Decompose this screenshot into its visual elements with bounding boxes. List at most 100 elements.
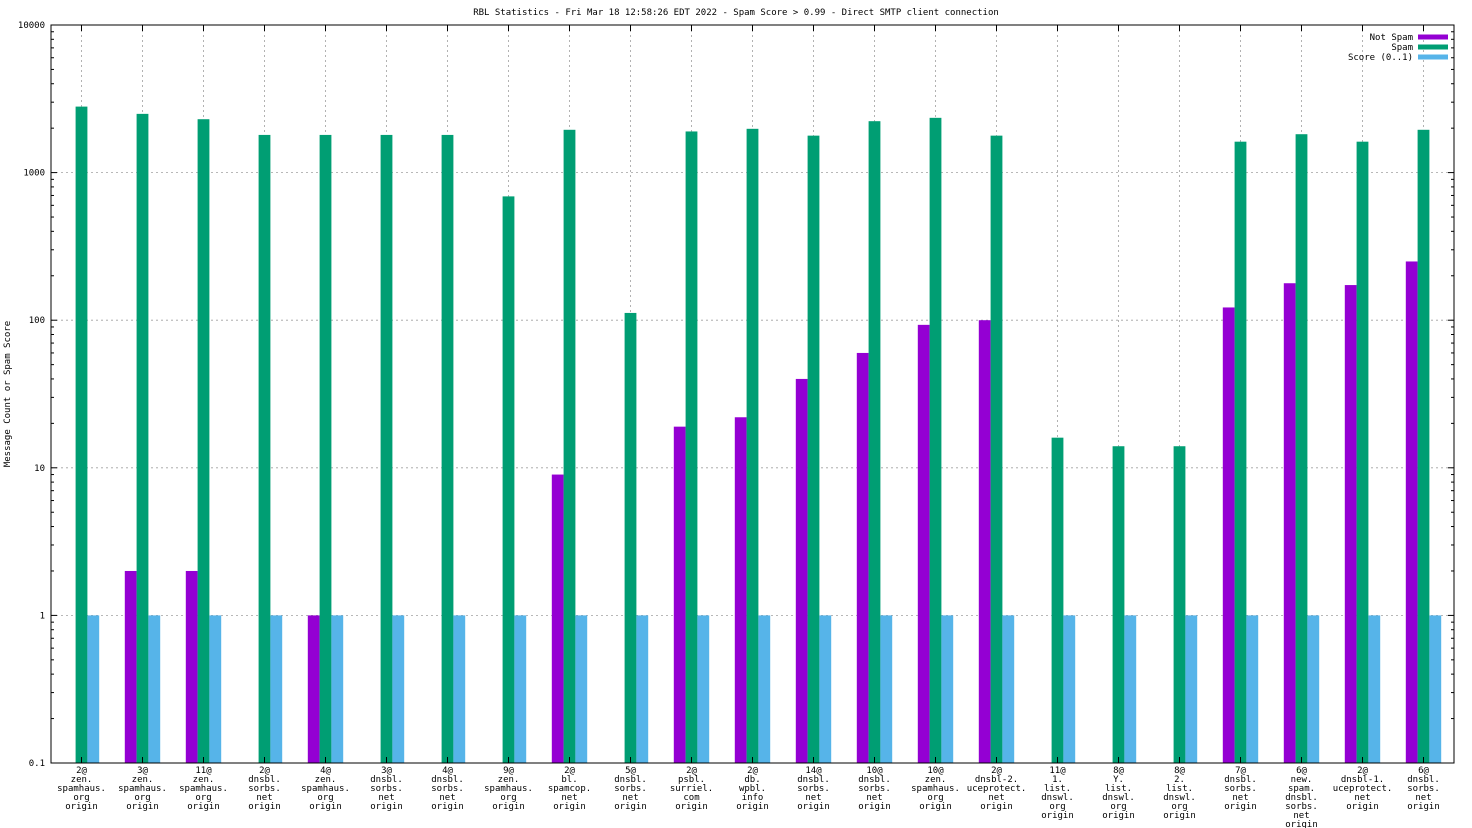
bar-score-0-1	[941, 615, 954, 763]
bar-score-0-1	[636, 615, 649, 763]
bars	[75, 106, 1442, 764]
bar-not-spam	[551, 474, 564, 763]
x-tick-label: 10@ dnsbl. sorbs. net origin	[858, 766, 891, 812]
bar-spam	[868, 121, 881, 764]
bar-not-spam	[917, 324, 930, 763]
legend-label: Score (0..1)	[1348, 53, 1413, 63]
bar-not-spam	[1222, 307, 1235, 763]
bar-spam	[929, 117, 942, 763]
x-tick-label: 6@ dnsbl. sorbs. net origin	[1407, 766, 1440, 812]
bar-spam	[197, 119, 210, 763]
legend-label: Not Spam	[1370, 33, 1413, 43]
bar-spam	[258, 134, 271, 764]
x-tick-label: 2@ psbl. surriel. com origin	[670, 766, 713, 812]
x-tick-label: 2@ dnsbl. sorbs. net origin	[248, 766, 281, 812]
y-tick-label: 100	[29, 316, 45, 326]
bar-spam	[624, 312, 637, 763]
x-tick-label: 3@ zen. spamhaus. org origin	[118, 766, 167, 812]
bar-score-0-1	[209, 615, 222, 763]
bar-not-spam	[734, 417, 747, 763]
bar-not-spam	[1344, 285, 1357, 763]
bar-score-0-1	[1063, 615, 1076, 763]
bar-score-0-1	[87, 615, 100, 763]
bar-spam	[807, 135, 820, 763]
x-tick-label: 7@ dnsbl. sorbs. net origin	[1224, 766, 1257, 812]
x-tick-label: 8@ 2. list. dnswl. org origin	[1163, 766, 1196, 821]
x-tick-label: 11@ zen. spamhaus. org origin	[179, 766, 228, 812]
bar-not-spam	[856, 352, 869, 763]
x-tick-labels: 2@ zen. spamhaus. org origin 3@ zen. spamhaus. o…	[57, 766, 1440, 828]
y-tick-label: 1000	[23, 169, 45, 179]
x-tick-label: 3@ dnsbl. sorbs. net origin	[370, 766, 403, 812]
bar-score-0-1	[1307, 615, 1320, 763]
bar-spam	[1234, 141, 1247, 763]
bar-spam	[990, 135, 1003, 763]
bar-not-spam	[1405, 261, 1418, 763]
bar-score-0-1	[1429, 615, 1442, 763]
bar-score-0-1	[1124, 615, 1137, 763]
bar-spam	[1173, 446, 1186, 763]
bar-not-spam	[185, 570, 198, 763]
bar-score-0-1	[270, 615, 283, 763]
x-tick-label: 2@ dnsbl-1. uceprotect. net origin	[1333, 766, 1393, 812]
x-tick-label: 2@ zen. spamhaus. org origin	[57, 766, 106, 812]
bar-spam	[441, 134, 454, 764]
legend-label: Spam	[1391, 43, 1413, 53]
bar-not-spam	[1283, 283, 1296, 763]
bar-score-0-1	[392, 615, 405, 763]
bar-score-0-1	[148, 615, 161, 763]
x-tick-label: 11@ 1. list. dnswl. org origin	[1041, 766, 1074, 821]
legend-swatch	[1418, 44, 1448, 50]
legend-swatch	[1418, 34, 1448, 40]
bar-spam	[685, 131, 698, 764]
bar-spam	[1295, 134, 1308, 763]
bar-score-0-1	[331, 615, 344, 763]
bar-score-0-1	[1246, 615, 1259, 763]
x-tick-label: 14@ dnsbl. sorbs. net origin	[797, 766, 830, 812]
y-tick-label: 10000	[18, 21, 45, 31]
bar-score-0-1	[1002, 615, 1015, 763]
y-tick-label: 10	[34, 464, 45, 474]
bar-spam	[746, 128, 759, 763]
bar-not-spam	[307, 615, 320, 763]
y-tick-label: 1	[40, 611, 45, 621]
bar-spam	[136, 113, 149, 763]
bar-score-0-1	[758, 615, 771, 763]
bar-spam	[1356, 141, 1369, 763]
bar-spam	[75, 106, 88, 763]
x-tick-label: 8@ Y. list. dnswl. org origin	[1102, 766, 1135, 821]
bar-spam	[1112, 446, 1125, 763]
bar-not-spam	[978, 320, 991, 763]
x-tick-label: 5@ dnsbl. sorbs. net origin	[614, 766, 647, 812]
x-tick-label: 2@ bl. spamcop. net origin	[548, 766, 591, 812]
bar-spam	[319, 134, 332, 764]
y-ticks: 0.1 1 10 100 1000 10000	[18, 21, 1454, 769]
chart-title: RBL Statistics - Fri Mar 18 12:58:26 EDT…	[473, 8, 999, 18]
x-tick-label: 6@ new. spam. dnsbl. sorbs. net origin	[1285, 766, 1318, 828]
bar-score-0-1	[880, 615, 893, 763]
bar-not-spam	[795, 378, 808, 763]
x-tick-label: 10@ zen. spamhaus. org origin	[911, 766, 960, 812]
bar-not-spam	[124, 570, 137, 763]
x-tick-label: 2@ dnsbl-2. uceprotect. net origin	[967, 766, 1027, 812]
bar-spam	[563, 129, 576, 763]
bar-spam	[502, 196, 515, 764]
bar-not-spam	[673, 426, 686, 763]
bar-score-0-1	[575, 615, 588, 763]
bar-score-0-1	[697, 615, 710, 763]
x-tick-label: 4@ zen. spamhaus. org origin	[301, 766, 350, 812]
y-axis-label: Message Count or Spam Score	[3, 321, 13, 467]
legend-swatch	[1418, 54, 1448, 60]
x-tick-label: 4@ dnsbl. sorbs. net origin	[431, 766, 464, 812]
bar-spam	[1051, 437, 1064, 763]
bar-spam	[1417, 129, 1430, 763]
bar-score-0-1	[453, 615, 466, 763]
x-tick-label: 9@ zen. spamhaus. org origin	[484, 766, 533, 812]
bar-score-0-1	[819, 615, 832, 763]
bar-spam	[380, 134, 393, 764]
bar-score-0-1	[1185, 615, 1198, 763]
bar-score-0-1	[1368, 615, 1381, 763]
bar-score-0-1	[514, 615, 527, 763]
